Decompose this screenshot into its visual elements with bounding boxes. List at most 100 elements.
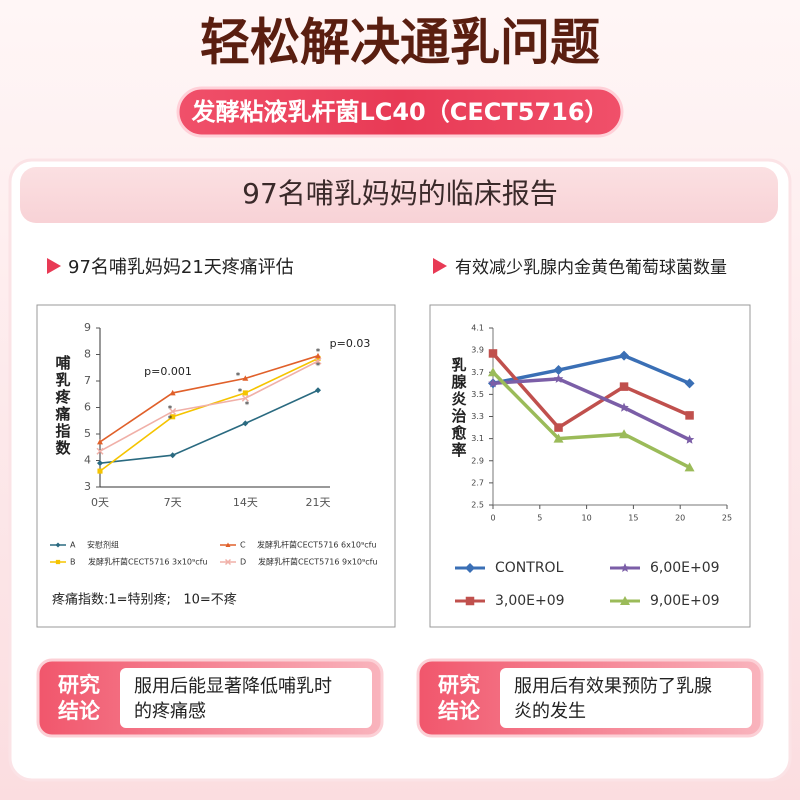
main-title: 轻松解决通乳问题 [200,14,600,72]
marker [169,452,176,459]
legend-label: 发酵乳杆菌CECT5716 9x10⁹cfu [258,557,378,567]
y-tick-label: 3.1 [471,434,484,443]
legend-label: 6,00E+09 [650,560,720,576]
marker [97,460,103,467]
marker [553,365,564,376]
x-tick-label: 0 [490,514,495,523]
marker [169,389,176,396]
marker [620,596,630,605]
legend-key: A [70,541,76,550]
series-line [492,377,691,442]
title-icon [433,258,447,274]
annotation: * [316,348,321,358]
annotation: * [238,388,243,398]
legend-label: 安慰剂组 [87,540,119,550]
legend-label: 9,00E+09 [650,593,720,609]
annotation: * [316,362,321,372]
marker [242,390,248,396]
legend-label: CONTROL [495,560,564,576]
annotation: * [168,405,173,415]
y-axis-label: 乳腺炎治愈率 [450,356,468,459]
marker [684,378,695,389]
conclusion-inner [120,668,372,728]
chart-panel [36,304,396,628]
badge-text: 发酵粘液乳杆菌LC40（CECT5716） [190,98,608,126]
chart-title: 有效减少乳腺内金黄色葡萄球菌数量 [455,258,727,278]
marker [225,542,231,547]
legend-key: D [240,558,246,567]
marker [619,350,630,361]
title-icon [47,258,61,274]
x-tick-label: 21天 [306,496,331,509]
y-tick-label: 6 [84,401,91,414]
conclusion-label: 结论 [58,699,101,723]
y-tick-label: 3 [84,480,91,493]
marker [315,355,321,362]
marker [55,559,61,565]
marker [553,373,564,383]
legend-label: 3,00E+09 [495,593,565,609]
x-tick-label: 7天 [164,496,182,509]
conclusion-label: 研究 [58,673,100,697]
y-tick-label: 4 [84,454,91,467]
y-axis-label: 哺乳疼痛指数 [54,354,72,457]
y-tick-label: 3.3 [471,412,484,421]
marker [684,462,695,472]
marker [315,352,321,359]
conclusion-text: 服用后有效果预防了乳腺 [514,676,712,697]
legend-label: 发酵乳杆菌CECT5716 6x10⁹cfu [257,540,377,550]
marker [97,468,103,474]
marker [488,367,498,377]
y-tick-label: 3.5 [471,390,484,399]
y-tick-label: 2.5 [471,501,484,510]
marker [684,434,695,444]
x-tick-label: 5 [537,514,542,523]
conclusion-text: 服用后能显著降低哺乳时 [134,676,332,697]
y-tick-label: 4.1 [471,324,484,333]
badge [176,86,624,138]
marker [685,411,694,420]
marker [224,558,232,566]
marker [619,429,630,439]
marker [619,402,629,412]
conclusion-label: 结论 [438,699,481,723]
marker [619,382,629,391]
annotation: * [245,401,250,411]
marker [96,447,104,455]
marker [315,387,321,394]
annotation: * [236,372,241,382]
marker [553,433,564,443]
y-tick-label: 7 [84,374,91,387]
marker [242,420,249,427]
marker [241,394,249,402]
series-line [491,371,691,469]
y-tick-label: 2.7 [471,478,484,487]
conclusion-label: 研究 [438,673,480,697]
conclusion-inner [500,668,752,728]
x-tick-label: 20 [675,514,685,523]
x-tick-label: 25 [722,514,732,523]
series-line [99,389,319,464]
marker [488,349,498,358]
conclusion-text: 炎的发生 [514,701,586,722]
y-tick-label: 3.9 [471,346,484,355]
chart-title: 97名哺乳妈妈21天疼痛评估 [68,257,294,278]
x-tick-label: 15 [628,514,638,523]
marker [242,375,249,381]
series-line [99,360,319,452]
y-tick-label: 8 [84,348,91,361]
conclusion-text: 的疼痛感 [134,701,206,722]
marker [55,542,61,548]
legend-key: B [70,558,76,567]
section-band [20,167,778,223]
x-tick-label: 10 [582,514,592,523]
section-title: 97名哺乳妈妈的临床报告 [242,177,558,210]
annotation: * [168,415,173,425]
y-tick-label: 5 [84,427,91,440]
x-tick-label: 0天 [91,496,109,509]
marker [170,414,176,420]
annotation: p=0.03 [330,337,371,350]
series-line [492,353,691,386]
